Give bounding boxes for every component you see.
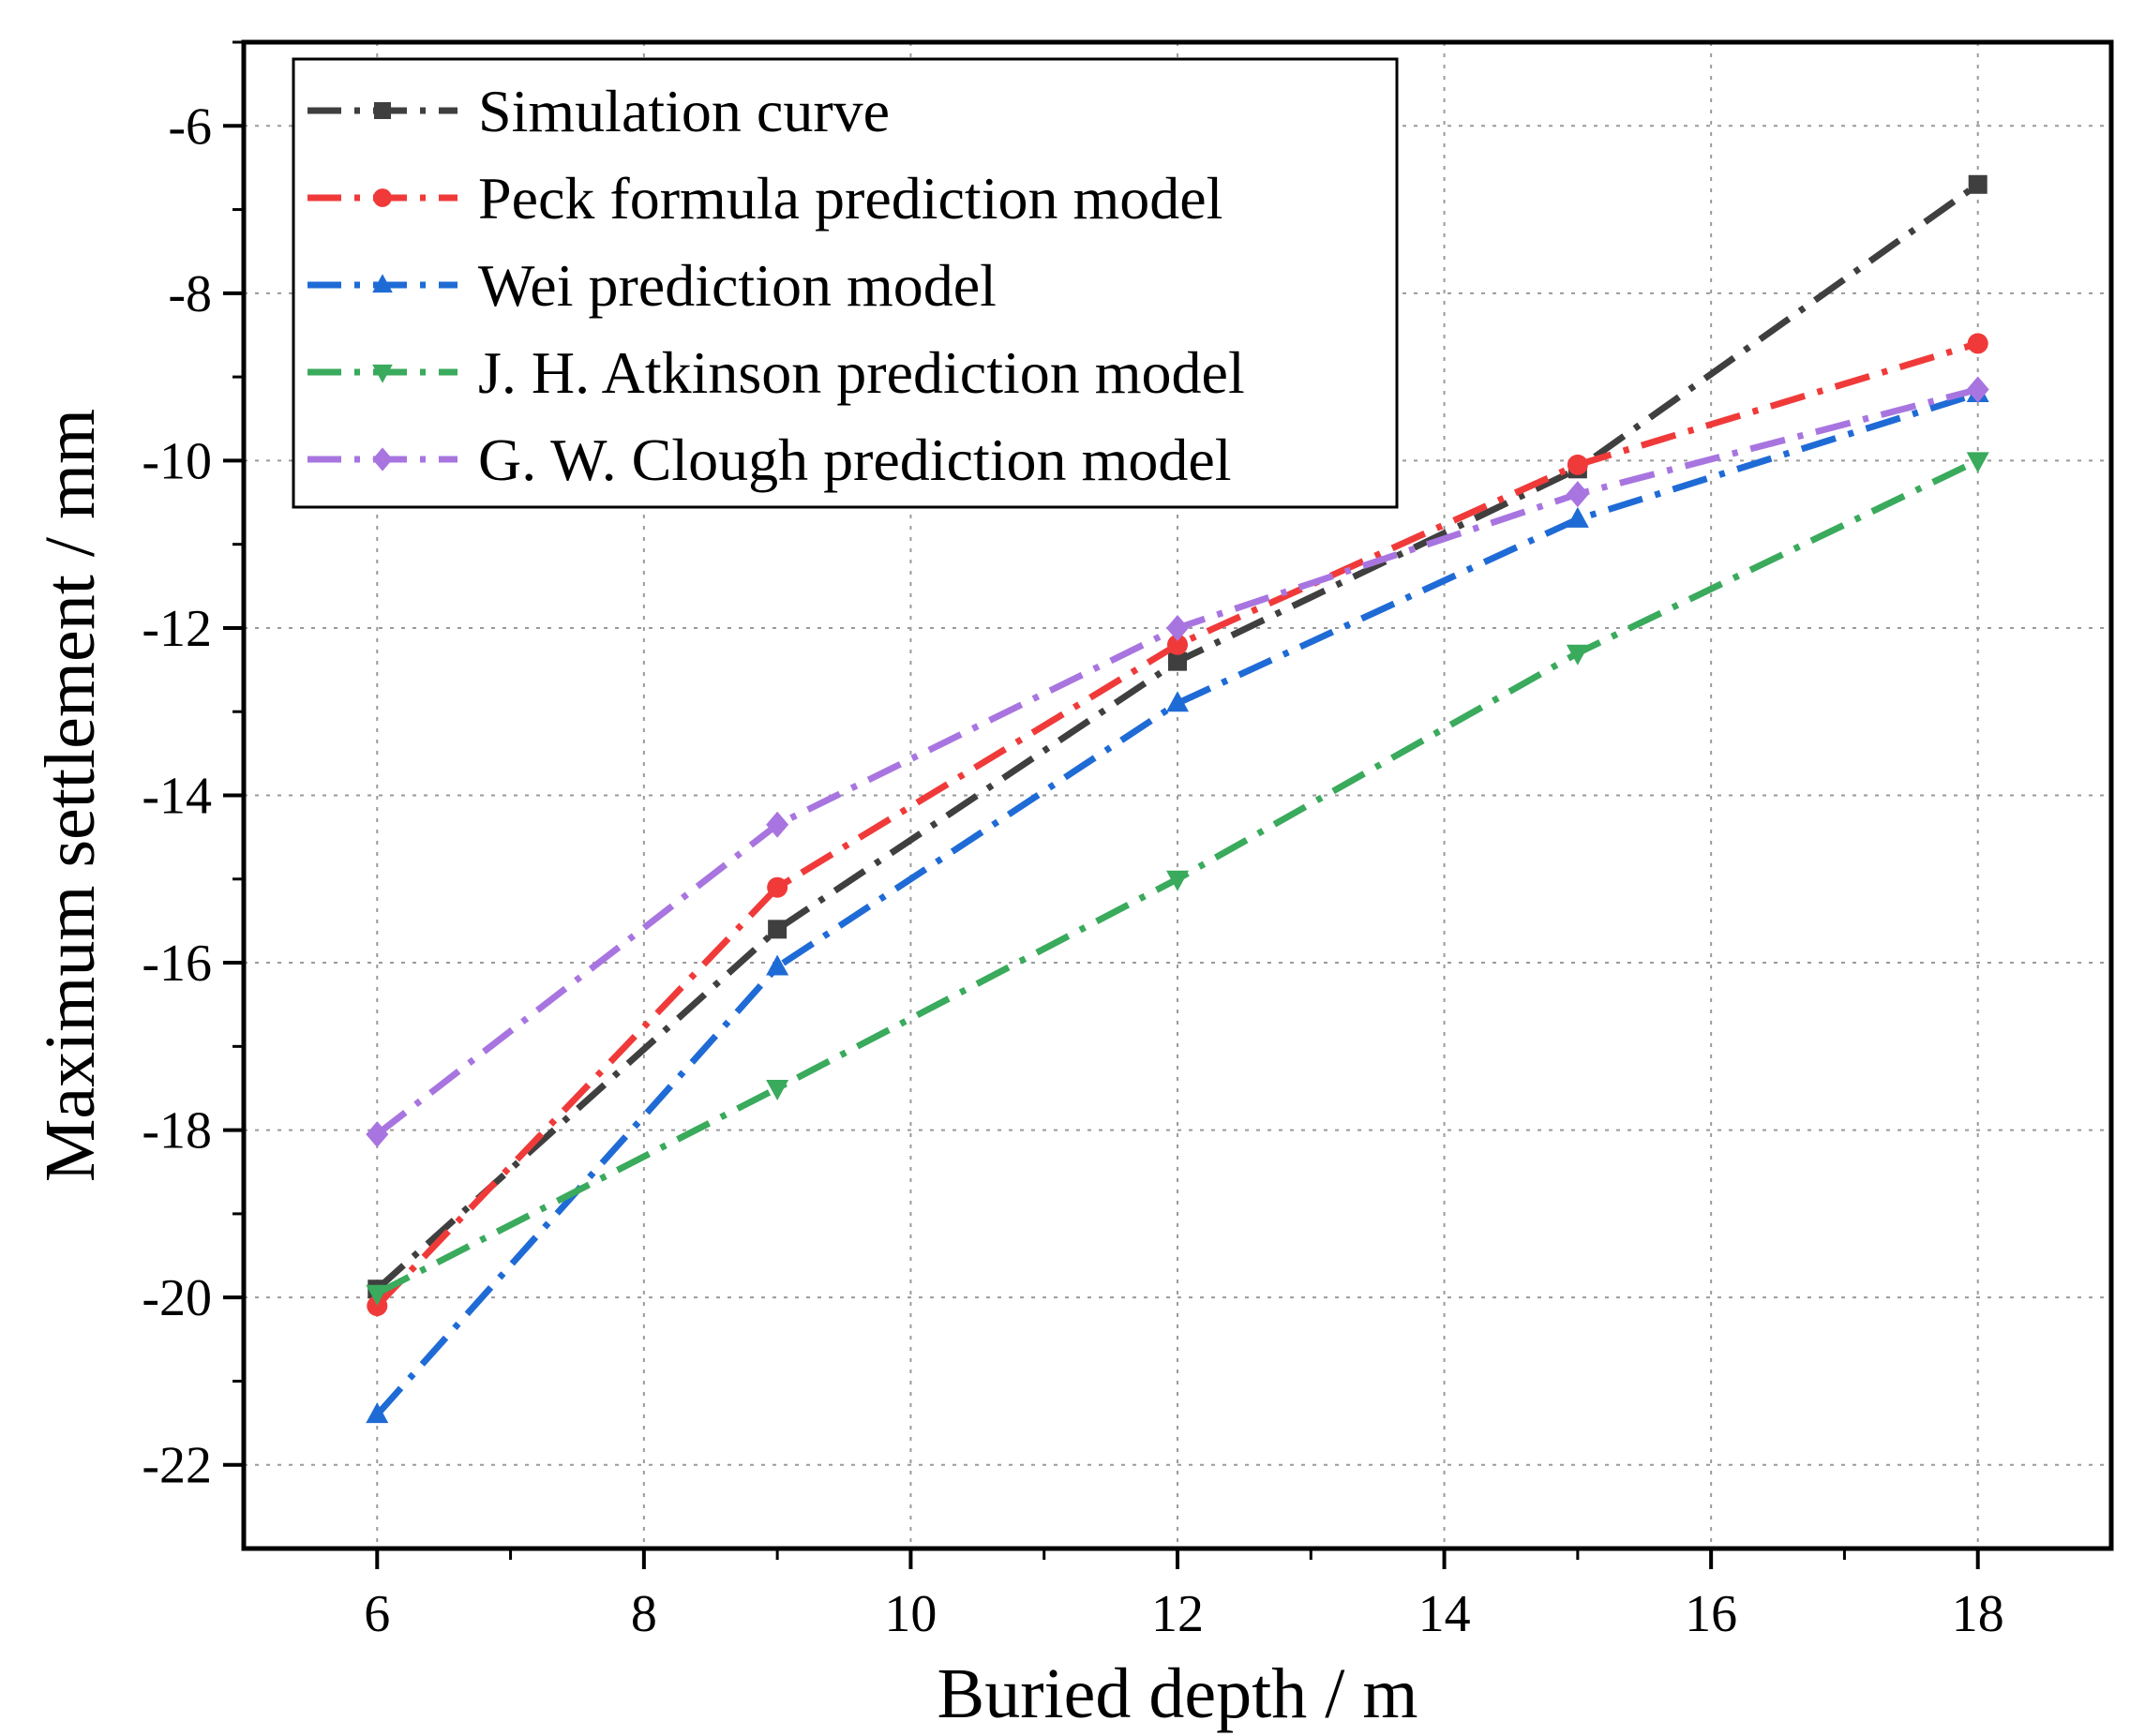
data-point (1166, 691, 1189, 712)
x-tick-label: 12 (1151, 1585, 1204, 1643)
x-axis-title: Buried depth / m (938, 1654, 1418, 1733)
data-point (768, 920, 788, 939)
legend: Simulation curve Peck formula prediction … (292, 57, 1399, 509)
data-point (1166, 614, 1189, 641)
data-point (366, 1402, 389, 1424)
series-5 (366, 376, 1989, 1148)
x-tick-label: 6 (364, 1585, 390, 1643)
data-point (1566, 481, 1589, 508)
legend-label: Wei prediction model (478, 252, 997, 319)
data-point (1168, 651, 1187, 671)
x-tick-label: 16 (1685, 1585, 1737, 1643)
y-tick-label: -6 (168, 97, 212, 156)
data-point (366, 1121, 389, 1148)
y-tick-label: -18 (142, 1102, 212, 1160)
data-point (1567, 454, 1588, 475)
data-point (1566, 506, 1589, 528)
x-tick-label: 18 (1952, 1585, 2004, 1643)
legend-label: Peck formula prediction model (478, 165, 1222, 232)
legend-marker (374, 102, 391, 119)
legend-label: J. H. Atkinson prediction model (478, 339, 1245, 406)
data-point (366, 1284, 389, 1306)
legend-marker (372, 274, 393, 293)
x-tick-label: 8 (631, 1585, 657, 1643)
data-point (1166, 870, 1189, 891)
series-3 (366, 381, 1989, 1424)
legend-marker (372, 447, 393, 471)
data-point (367, 1295, 388, 1317)
y-tick-label: -8 (168, 265, 212, 323)
data-point (1968, 174, 1988, 194)
data-point (1966, 452, 1989, 473)
y-tick-label: -16 (142, 935, 212, 993)
series-4 (366, 452, 1989, 1306)
y-tick-label: -12 (142, 600, 212, 658)
legend-marker (373, 188, 392, 207)
series-group (366, 174, 1989, 1424)
y-tick-label: -14 (142, 768, 212, 826)
x-tick-label: 14 (1418, 1585, 1471, 1643)
legend-box (292, 57, 1399, 509)
y-tick-label: -20 (142, 1269, 212, 1327)
y-axis-title: Maximum settlement / mm (31, 409, 110, 1182)
data-point (1566, 644, 1589, 666)
series-line (374, 390, 1979, 1417)
y-tick-label: -22 (142, 1437, 212, 1495)
legend-marker (372, 364, 393, 383)
data-point (766, 954, 789, 976)
legend-label: Simulation curve (478, 78, 890, 144)
axis-ticks: 6 8 10 12 14 16 18 -22 -20 -18 -16 -14 -12 -10 -8 -6 (142, 40, 2004, 1643)
x-tick-label: 10 (884, 1585, 937, 1643)
y-tick-label: -10 (142, 432, 212, 490)
data-point (1167, 634, 1188, 655)
data-point (1966, 376, 1989, 403)
series-2 (367, 333, 1988, 1317)
data-point (766, 811, 789, 838)
legend-label: G. W. Clough prediction model (478, 427, 1232, 493)
data-point (1967, 333, 1988, 354)
data-point (766, 1079, 789, 1100)
data-point (767, 876, 788, 898)
